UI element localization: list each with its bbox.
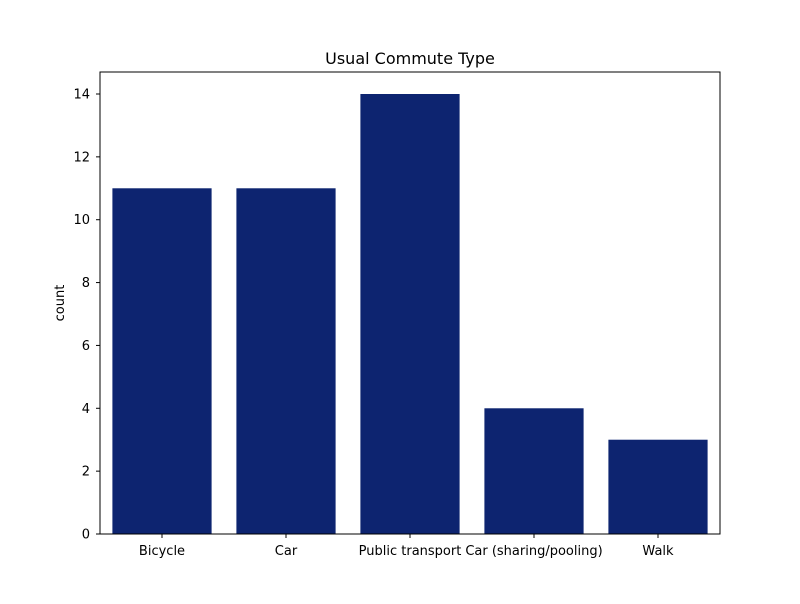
x-tick-label-0: Bicycle [139, 544, 185, 559]
y-tick-label-1: 2 [82, 465, 90, 480]
chart-title: Usual Commute Type [325, 49, 495, 68]
bar-0 [112, 188, 212, 535]
x-axis-ticks: Bicycle Car Public transport Car (sharing/p… [139, 534, 674, 559]
y-axis-ticks: 0 2 4 6 8 10 12 14 [73, 88, 100, 543]
y-tick-label-2: 4 [82, 402, 90, 417]
y-tick-label-7: 14 [73, 88, 90, 103]
x-tick-label-4: Walk [642, 544, 674, 559]
x-tick-label-3: Car (sharing/pooling) [465, 544, 602, 559]
bars-layer [112, 94, 708, 535]
y-tick-label-3: 6 [82, 339, 90, 354]
bar-1 [236, 188, 336, 535]
y-tick-label-5: 10 [73, 213, 90, 228]
bar-2 [360, 94, 460, 534]
y-tick-label-4: 8 [82, 276, 90, 291]
bar-4 [608, 439, 708, 534]
bar-3 [484, 408, 584, 534]
x-tick-label-1: Car [275, 544, 298, 559]
y-tick-label-6: 12 [73, 150, 90, 165]
y-tick-label-0: 0 [82, 528, 90, 543]
y-axis-label: count [53, 285, 68, 322]
x-tick-label-2: Public transport [359, 544, 462, 559]
